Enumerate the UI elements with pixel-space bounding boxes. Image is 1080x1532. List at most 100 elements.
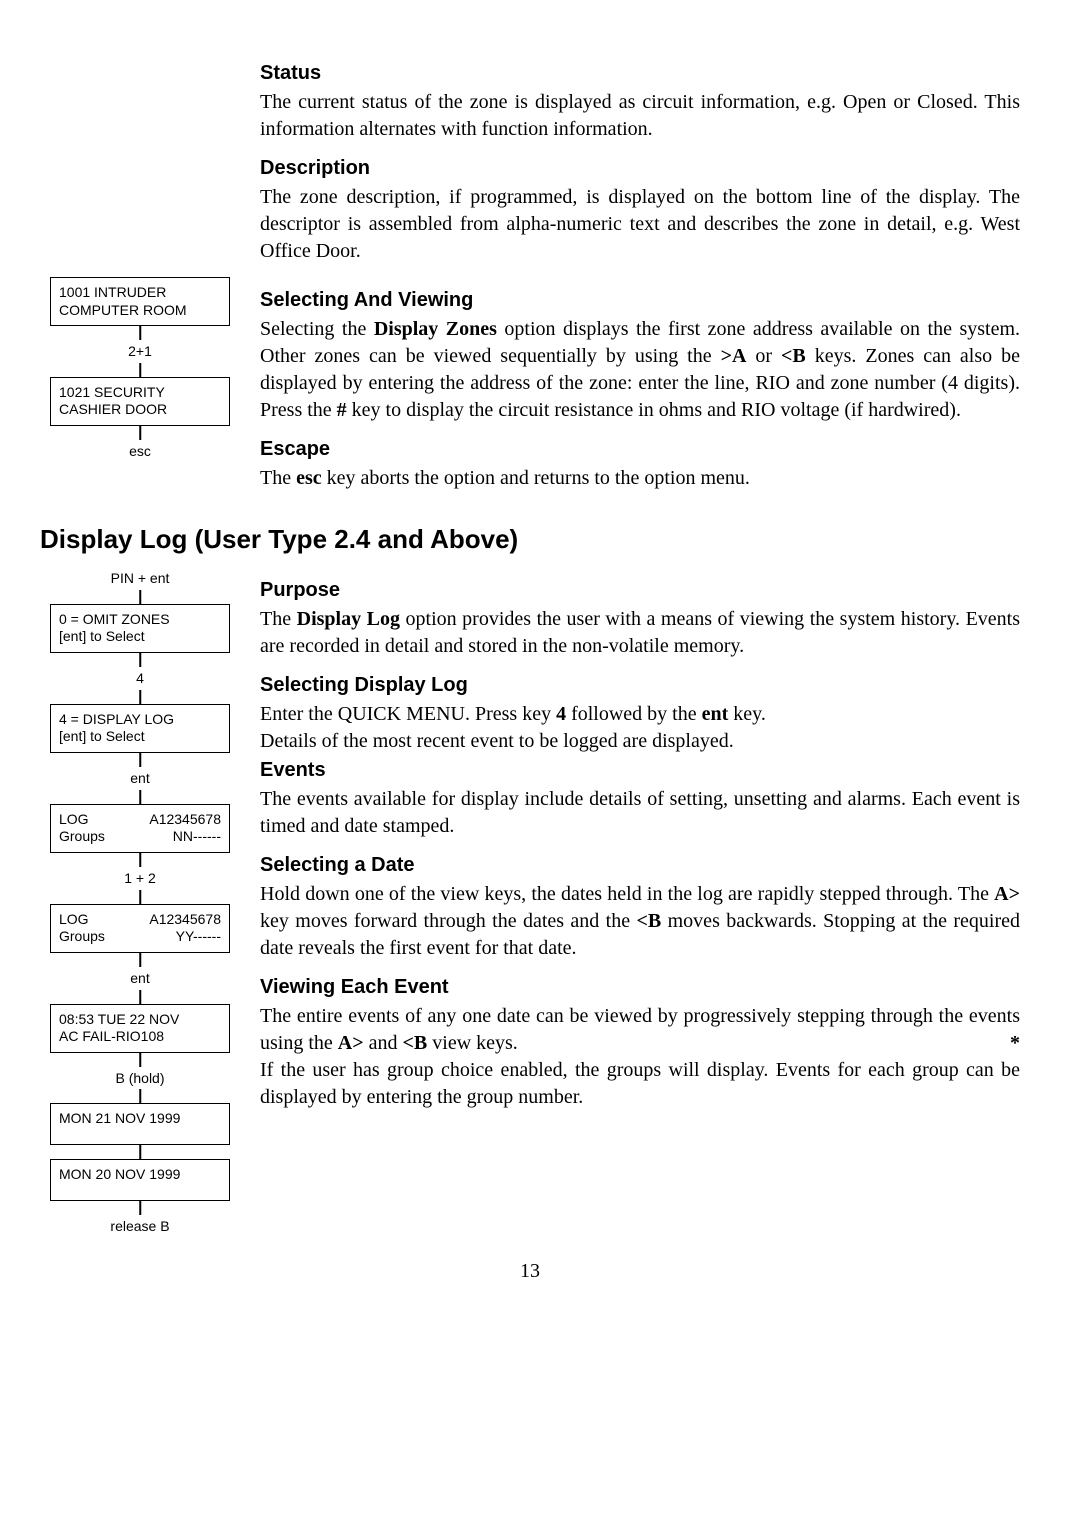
t: and [364, 1032, 403, 1054]
t: The [260, 467, 296, 489]
t: followed by the [566, 703, 702, 725]
flow-box: 4 = DISPLAY LOG [ent] to Select [50, 704, 230, 753]
zones-flowchart: 1001 INTRUDER COMPUTER ROOM 2+1 1021 SEC… [40, 277, 240, 463]
flow-label: esc [40, 442, 240, 461]
flow-box-line: 1021 SECURITY [59, 384, 221, 402]
flow-box-line: AC FAIL-RIO108 [59, 1028, 221, 1046]
status-heading: Status [260, 60, 1020, 87]
flow-connector [50, 853, 230, 867]
t: >A [721, 345, 747, 367]
flow-label: 2+1 [40, 342, 240, 361]
t: 4 [556, 703, 566, 725]
flow-connector [50, 1089, 230, 1103]
t: <B [781, 345, 806, 367]
flow-label: release B [40, 1217, 240, 1236]
flow-box-line: CASHIER DOOR [59, 401, 221, 419]
t: # [337, 399, 347, 421]
escape-heading: Escape [260, 436, 1020, 463]
selecting-viewing-heading: Selecting And Viewing [260, 287, 1020, 314]
t: A> [338, 1032, 364, 1054]
flow-box: LOGA12345678 GroupsNN------ [50, 804, 230, 853]
flow-label: ent [40, 769, 240, 788]
flow-connector [50, 753, 230, 767]
t: Hold down one of the view keys, the date… [260, 883, 994, 905]
flow-label: 4 [40, 669, 240, 688]
flow-box: 1001 INTRUDER COMPUTER ROOM [50, 277, 230, 326]
t: The [260, 608, 297, 630]
flow-connector [50, 1201, 230, 1215]
t: key. [728, 703, 766, 725]
t: Groups [59, 928, 105, 946]
t: esc [296, 467, 322, 489]
flow-connector [50, 1145, 230, 1159]
flow-box: 0 = OMIT ZONES [ent] to Select [50, 604, 230, 653]
asterisk: * [1010, 1030, 1020, 1057]
t: key moves forward through the dates and … [260, 910, 637, 932]
flow-connector [50, 790, 230, 804]
t: Display Log [297, 608, 400, 630]
flow-box-line: COMPUTER ROOM [59, 302, 221, 320]
t: A12345678 [149, 911, 221, 929]
flow-box: LOG A12345678 Groups YY------ [50, 904, 230, 953]
purpose-text: The Display Log option provides the user… [260, 606, 1020, 660]
t: Display Zones [374, 318, 497, 340]
viewing-event-text-1: The entire events of any one date can be… [260, 1003, 1020, 1057]
flow-connector [50, 1053, 230, 1067]
t: NN------ [173, 828, 221, 846]
flow-connector [50, 890, 230, 904]
t: <B [637, 910, 662, 932]
flow-box: 1021 SECURITY CASHIER DOOR [50, 377, 230, 426]
flow-connector [50, 363, 230, 377]
selecting-display-log-text-2: Details of the most recent event to be l… [260, 728, 1020, 755]
selecting-display-log-heading: Selecting Display Log [260, 672, 1020, 699]
selecting-display-log-text-1: Enter the QUICK MENU. Press key 4 follow… [260, 701, 1020, 728]
status-text: The current status of the zone is displa… [260, 89, 1020, 143]
selecting-date-heading: Selecting a Date [260, 852, 1020, 879]
flow-connector [50, 953, 230, 967]
flow-connector [50, 653, 230, 667]
flow-box-line: 08:53 TUE 22 NOV [59, 1011, 221, 1029]
page-number: 13 [40, 1258, 1020, 1285]
flow-label: ent [40, 969, 240, 988]
t: key aborts the option and returns to the… [322, 467, 750, 489]
t: or [746, 345, 781, 367]
flow-box: MON 21 NOV 1999 [50, 1103, 230, 1145]
description-text: The zone description, if programmed, is … [260, 184, 1020, 265]
flow-box-line: 4 = DISPLAY LOG [59, 711, 221, 729]
t: Enter the QUICK MENU. Press key [260, 703, 556, 725]
selecting-date-text: Hold down one of the view keys, the date… [260, 881, 1020, 962]
t: YY------ [176, 928, 221, 946]
flow-box-line: 1001 INTRUDER [59, 284, 221, 302]
t: view keys. [427, 1032, 518, 1054]
purpose-heading: Purpose [260, 577, 1020, 604]
flow-box: MON 20 NOV 1999 [50, 1159, 230, 1201]
flow-box: 08:53 TUE 22 NOV AC FAIL-RIO108 [50, 1004, 230, 1053]
t: ent [702, 703, 729, 725]
flow-connector [50, 690, 230, 704]
flow-box-line: MON 21 NOV 1999 [59, 1110, 221, 1128]
flow-connector [50, 426, 230, 440]
t: A> [994, 883, 1020, 905]
escape-text: The esc key aborts the option and return… [260, 465, 1020, 492]
events-text: The events available for display include… [260, 786, 1020, 840]
flow-box-line: [ent] to Select [59, 628, 221, 646]
viewing-event-text-2: If the user has group choice enabled, th… [260, 1057, 1020, 1111]
flow-connector [50, 326, 230, 340]
flow-connector [50, 990, 230, 1004]
flow-label: PIN + ent [40, 569, 240, 588]
display-log-title: Display Log (User Type 2.4 and Above) [40, 522, 1020, 557]
description-heading: Description [260, 155, 1020, 182]
t: key to display the circuit resistance in… [347, 399, 961, 421]
flow-box-line: [ent] to Select [59, 728, 221, 746]
display-log-flowchart: PIN + ent 0 = OMIT ZONES [ent] to Select… [40, 567, 240, 1238]
t: A12345678 [149, 811, 221, 829]
t: <B [403, 1032, 428, 1054]
selecting-viewing-text: Selecting the Display Zones option displ… [260, 316, 1020, 424]
t: Selecting the [260, 318, 374, 340]
events-heading: Events [260, 757, 1020, 784]
flow-connector [50, 590, 230, 604]
t: LOG [59, 911, 89, 929]
t: Groups [59, 828, 105, 846]
flow-box-line: 0 = OMIT ZONES [59, 611, 221, 629]
viewing-event-heading: Viewing Each Event [260, 974, 1020, 1001]
